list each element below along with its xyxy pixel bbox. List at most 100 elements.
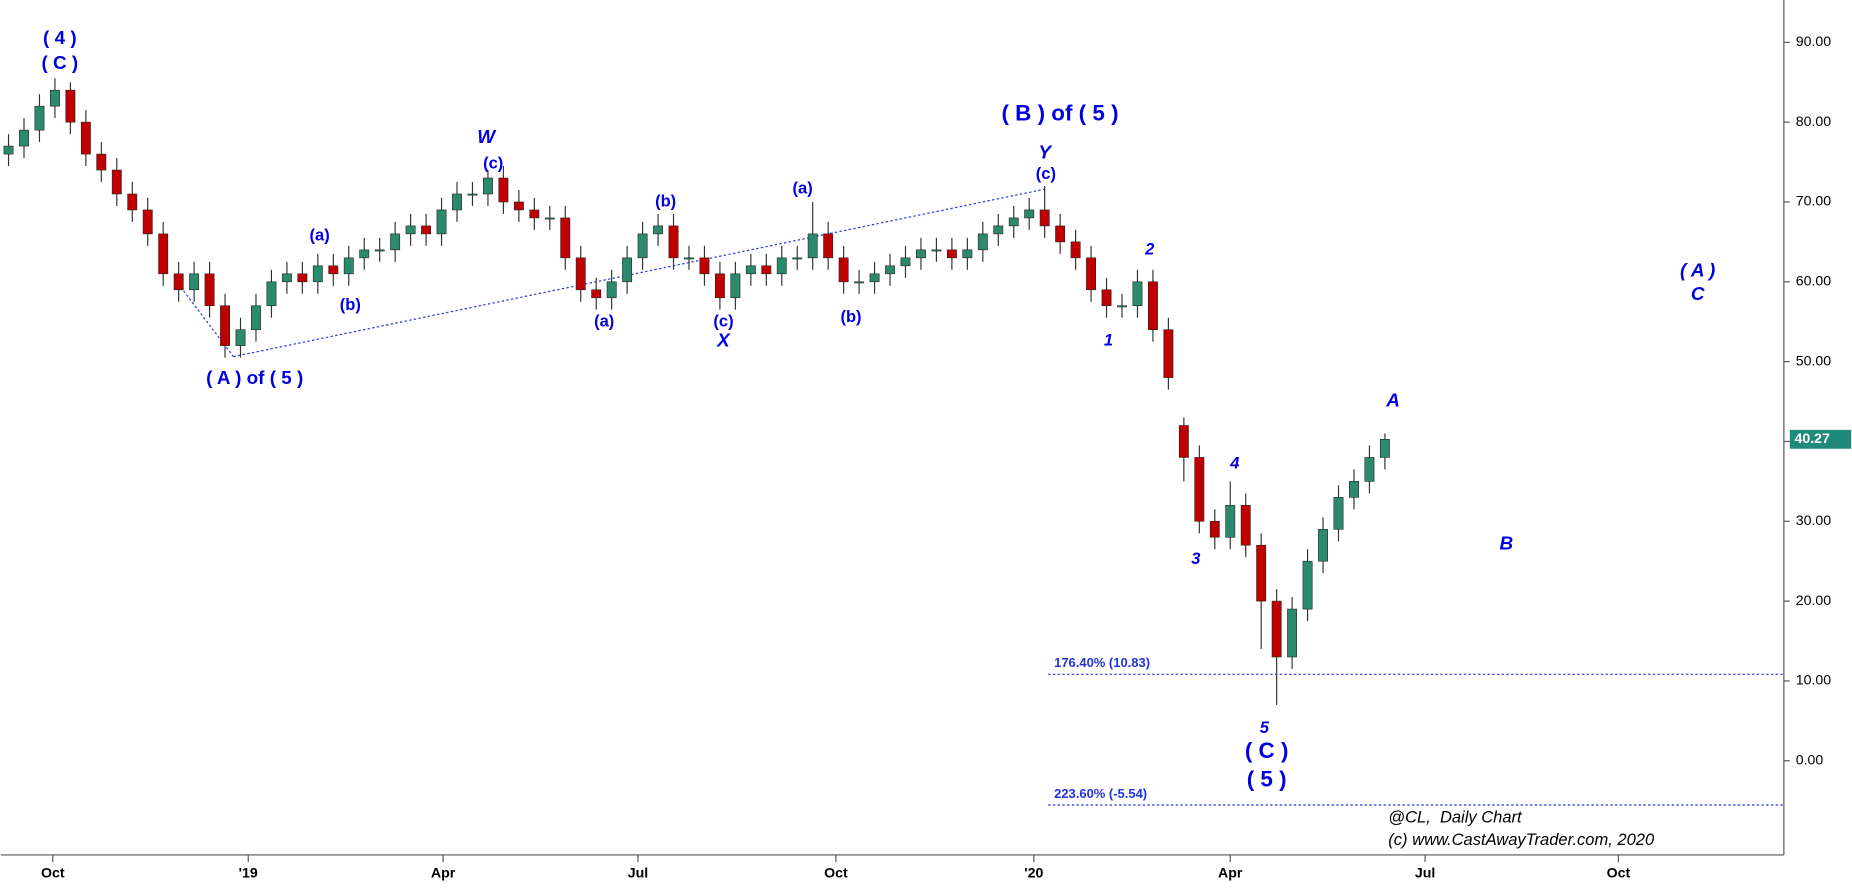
wave-label: (c) xyxy=(483,153,503,172)
wave-label: (a) xyxy=(793,178,813,197)
candle-body xyxy=(1364,457,1375,482)
candle-body xyxy=(575,257,586,291)
wave-label: ( 4 ) xyxy=(43,28,77,49)
candle-body xyxy=(792,257,803,260)
candle-body xyxy=(266,281,277,307)
wave-label: X xyxy=(716,330,731,351)
candle-body xyxy=(1240,505,1251,546)
candle-body xyxy=(761,265,772,275)
candle-body xyxy=(1178,425,1189,458)
candle-body xyxy=(1163,329,1174,378)
candle-body xyxy=(127,193,138,211)
candle-body xyxy=(838,257,849,283)
candle-body xyxy=(916,249,926,259)
candle-body xyxy=(1070,241,1081,259)
candle-body xyxy=(235,329,246,346)
candle-body xyxy=(869,273,880,283)
candle-body xyxy=(1302,560,1313,610)
candle-body xyxy=(529,209,540,219)
candle-body xyxy=(606,281,617,299)
candle-body xyxy=(1008,217,1019,227)
candle-body xyxy=(312,265,323,283)
candle-body xyxy=(483,177,493,195)
candle-body xyxy=(328,265,339,275)
candle-body xyxy=(730,273,741,299)
candle-body xyxy=(1225,505,1236,538)
candle-body xyxy=(776,257,787,275)
candle-body xyxy=(854,281,865,284)
candle-body xyxy=(993,225,1004,235)
candle-body xyxy=(1194,457,1205,522)
candle-body xyxy=(34,105,45,131)
wave-label: ( 5 ) xyxy=(1247,766,1287,791)
candle-body xyxy=(96,153,107,171)
candle-body xyxy=(560,217,571,259)
x-tick-label: Oct xyxy=(1607,866,1631,882)
candle-body xyxy=(111,169,122,195)
candle-body xyxy=(622,257,633,283)
candle-body xyxy=(1349,481,1359,498)
candle-body xyxy=(1024,209,1035,219)
candle-body xyxy=(498,177,509,203)
candle-body xyxy=(343,257,354,275)
candle-body xyxy=(467,193,478,196)
candle-body xyxy=(1318,528,1328,562)
candle-body xyxy=(1039,209,1050,227)
candle-body xyxy=(189,273,200,291)
candle-body xyxy=(591,289,602,299)
candle-body xyxy=(204,273,215,307)
y-tick-label: 80.00 xyxy=(1796,114,1832,130)
wave-label: 3 xyxy=(1191,549,1200,568)
candle-body xyxy=(49,89,60,107)
candle-body xyxy=(823,233,834,259)
wave-label: B xyxy=(1500,533,1514,554)
wave-label: (b) xyxy=(655,191,676,210)
wave-label: 5 xyxy=(1260,718,1270,737)
candle-body xyxy=(1271,600,1282,658)
wave-label: (c) xyxy=(713,312,733,331)
candle-body xyxy=(390,233,401,251)
candle-body xyxy=(3,145,14,155)
wave-label: Y xyxy=(1038,142,1053,163)
x-tick-label: Apr xyxy=(431,866,456,882)
candle-body xyxy=(1209,520,1220,538)
candle-body xyxy=(1379,439,1390,458)
candle-body xyxy=(513,201,524,211)
candle-body xyxy=(977,233,988,251)
candle-body xyxy=(653,225,663,235)
candle-body xyxy=(699,257,710,275)
candle-body xyxy=(544,217,555,220)
candle-body xyxy=(684,257,694,260)
candle-body xyxy=(637,233,648,259)
candle-body xyxy=(142,209,153,235)
fib-label: 176.40% (10.83) xyxy=(1054,655,1150,670)
candle-body xyxy=(1117,305,1127,308)
wave-label: (a) xyxy=(310,226,330,245)
candle-body xyxy=(745,265,756,275)
wave-label: ( C ) xyxy=(41,53,78,74)
candle-body xyxy=(436,209,447,235)
footer-text: @CL, Daily Chart xyxy=(1388,808,1523,827)
candle-body xyxy=(1055,225,1066,243)
candle-body xyxy=(297,273,308,283)
candle-body xyxy=(1333,497,1344,530)
wave-label: (a) xyxy=(594,312,614,331)
wave-label: ( B ) of ( 5 ) xyxy=(1001,100,1118,125)
candle-body xyxy=(807,233,818,259)
wave-label: C xyxy=(1691,284,1705,305)
x-tick-label: Apr xyxy=(1218,866,1243,882)
wave-label: 4 xyxy=(1229,453,1239,472)
candle-body xyxy=(1287,608,1298,658)
y-tick-label: 60.00 xyxy=(1796,274,1832,290)
wave-label: (b) xyxy=(840,307,861,326)
candle-body xyxy=(946,249,957,259)
trend-line xyxy=(233,188,1046,358)
y-tick-label: 90.00 xyxy=(1796,34,1832,50)
candle-body xyxy=(1086,257,1097,291)
candle-body xyxy=(1101,289,1112,307)
wave-label: 1 xyxy=(1104,331,1113,350)
candle-body xyxy=(900,257,911,267)
y-tick-label: 70.00 xyxy=(1796,194,1832,210)
